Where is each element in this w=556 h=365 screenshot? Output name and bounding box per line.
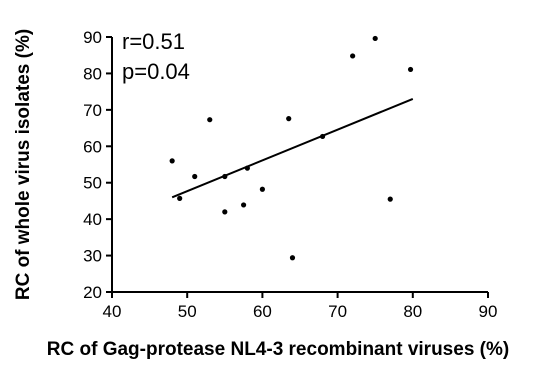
x-tick-label: 60 <box>253 302 272 321</box>
annotations: r=0.51 p=0.04 <box>122 29 190 84</box>
x-tick-label: 90 <box>479 302 498 321</box>
y-tick-label: 40 <box>83 210 102 229</box>
p-value-annotation: p=0.04 <box>122 59 190 84</box>
regression-line <box>171 98 414 199</box>
x-axis-label: RC of Gag-protease NL4-3 recombinant vir… <box>47 339 509 360</box>
ticks: 20 30 40 50 60 70 80 90 40 50 60 70 80 90 <box>83 28 497 321</box>
data-point <box>350 53 356 59</box>
y-tick-label: 80 <box>83 64 102 83</box>
data-point <box>222 209 228 215</box>
regression-layer <box>171 98 414 199</box>
x-tick-label: 80 <box>403 302 422 321</box>
y-axis-label: RC of whole virus isolates (%) <box>13 29 34 300</box>
data-point <box>407 66 414 73</box>
data-point <box>169 158 175 164</box>
data-point <box>259 186 265 192</box>
y-tick-label: 30 <box>83 247 102 266</box>
x-tick-label: 50 <box>178 302 197 321</box>
data-point <box>286 116 292 122</box>
y-tick-label: 70 <box>83 101 102 120</box>
y-tick-label: 50 <box>83 174 102 193</box>
x-tick-label: 70 <box>328 302 347 321</box>
data-point <box>207 117 213 123</box>
data-points <box>169 35 414 261</box>
r-value-annotation: r=0.51 <box>122 29 185 54</box>
x-tick-label: 40 <box>103 302 122 321</box>
axes <box>111 37 488 293</box>
y-tick-label: 60 <box>83 137 102 156</box>
data-point <box>244 165 250 171</box>
data-point <box>372 35 378 42</box>
y-tick-label: 20 <box>83 283 102 302</box>
data-point <box>177 195 183 201</box>
data-point <box>192 173 198 180</box>
data-point <box>289 255 296 261</box>
data-point <box>319 133 326 140</box>
data-point <box>387 196 393 202</box>
y-tick-label: 90 <box>83 28 102 47</box>
data-point <box>222 173 228 180</box>
data-point <box>241 202 247 208</box>
